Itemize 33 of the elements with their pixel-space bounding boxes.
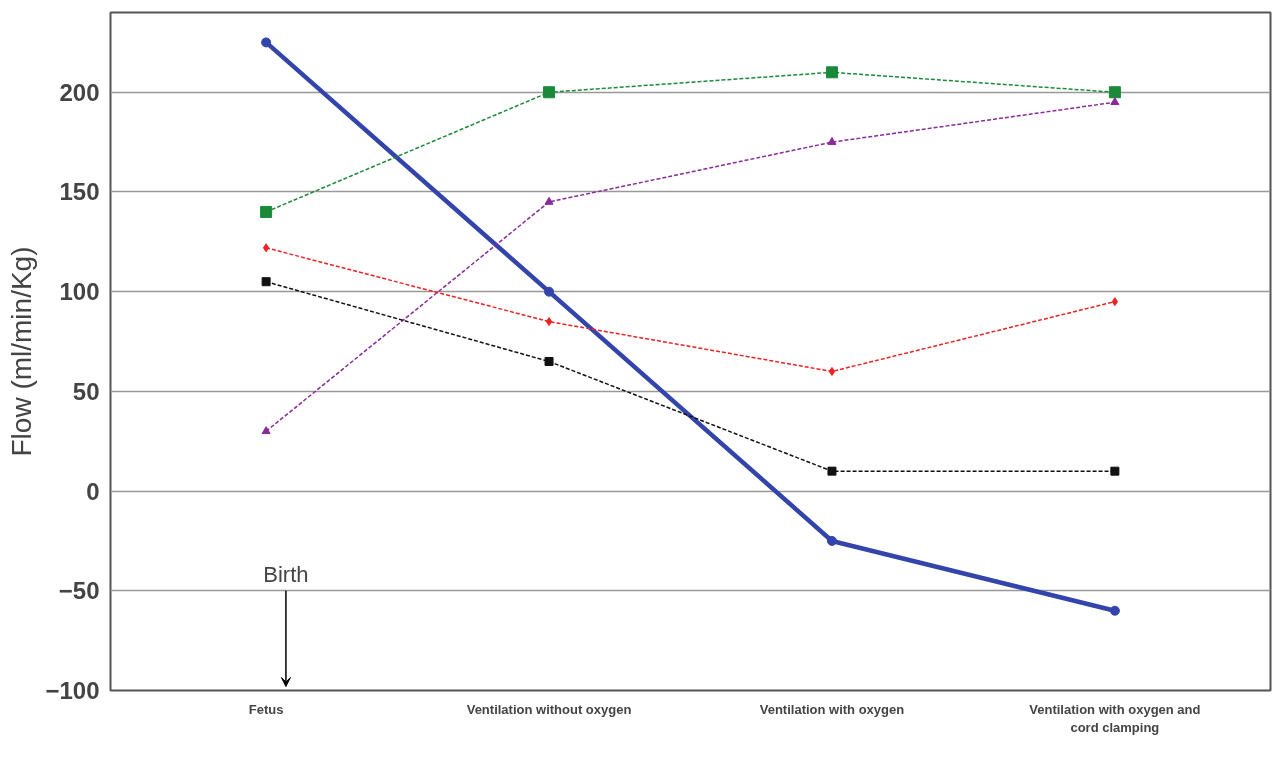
y-axis-title: Flow (ml/min/Kg): [6, 246, 38, 457]
point: [825, 66, 838, 79]
point: [261, 277, 271, 287]
point: [544, 196, 554, 205]
y-tick-label: −50: [58, 577, 100, 605]
point: [261, 426, 271, 435]
y-tick-label: 0: [86, 477, 100, 505]
point: [544, 356, 554, 366]
point: [260, 205, 273, 218]
point: [826, 535, 837, 546]
point: [1110, 97, 1120, 106]
point: [827, 137, 837, 145]
y-tick-label: 150: [59, 178, 100, 206]
point: [827, 466, 837, 476]
point: [544, 286, 555, 297]
point: [545, 317, 553, 327]
point: [1110, 466, 1120, 476]
point: [262, 243, 270, 253]
x-tick-label: Ventilation without oxygen: [466, 701, 632, 717]
y-tick-label: −100: [45, 677, 100, 704]
point: [543, 86, 556, 99]
point: [1111, 297, 1119, 307]
x-tick-label: Ventilation with oxygen: [759, 701, 905, 717]
y-tick-label: 200: [59, 78, 100, 106]
point: [828, 366, 836, 376]
x-tick-label: Fetus: [248, 701, 284, 717]
point: [1108, 86, 1121, 99]
x-tick-label: Ventilation with oxygen and cord clamping: [1029, 701, 1201, 735]
annotation: Birth: [263, 561, 309, 587]
y-tick-label: 100: [59, 278, 100, 306]
y-tick-label: 50: [72, 377, 100, 405]
point: [1109, 605, 1120, 616]
point: [261, 37, 272, 48]
